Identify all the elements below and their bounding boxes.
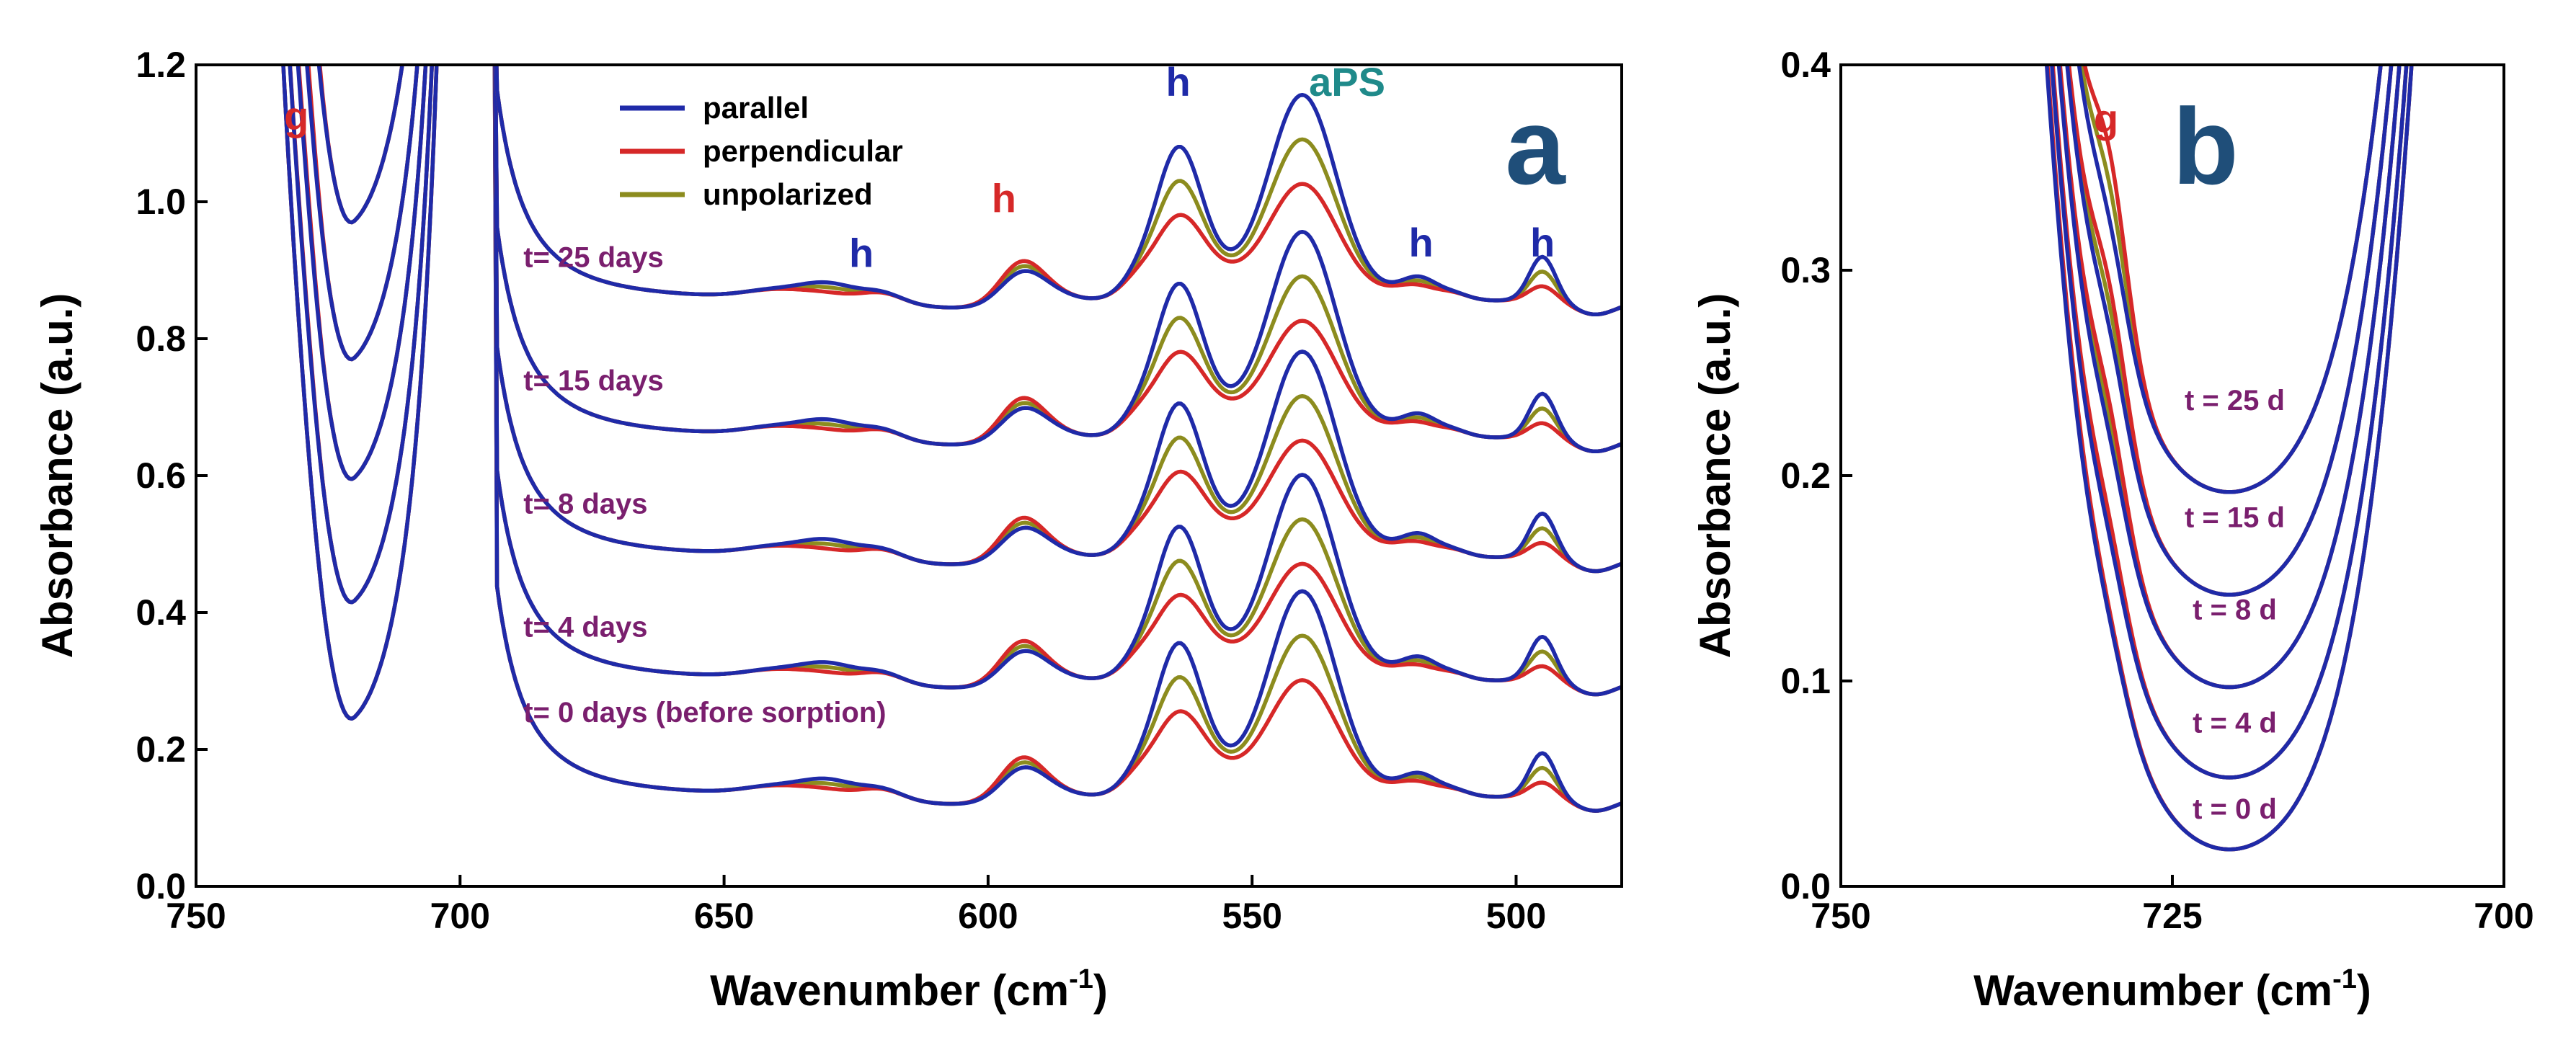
panel-a-series-labels: t= 25 days t= 15 days t= 8 days t= 4 days t=… bbox=[523, 241, 886, 729]
x-tick-label: 600 bbox=[958, 896, 1018, 936]
band-label: h bbox=[1409, 220, 1434, 265]
y-tick-label: 0.2 bbox=[1780, 455, 1831, 496]
x-tick-label: 750 bbox=[166, 896, 226, 936]
spectrum-line-parallel bbox=[281, 65, 1622, 813]
panel-a-chart: 750 700 650 600 550 500 0.0 0.2 0.4 0.6 0.8 1.0 1.2… bbox=[33, 45, 1623, 1015]
panel-a-x-axis-title: Wavenumber (cm-1) bbox=[710, 964, 1108, 1015]
band-label: h bbox=[1166, 59, 1191, 104]
spectrum-line-parallel bbox=[296, 65, 1622, 574]
band-label: aPS bbox=[1309, 59, 1385, 104]
y-tick-label: 0.0 bbox=[136, 866, 186, 907]
panel-b-curves bbox=[2044, 65, 2414, 852]
spectrum-line-parallel bbox=[2065, 65, 2394, 597]
panel-b-x-axis: 750 725 700 bbox=[1811, 875, 2534, 936]
panel-a-letter: a bbox=[1505, 86, 1566, 207]
panel-a-x-axis: 750 700 650 600 550 500 bbox=[166, 875, 1546, 936]
series-label: t = 15 d bbox=[2185, 502, 2285, 533]
x-tick-label: 700 bbox=[430, 896, 490, 936]
y-tick-label: 0.6 bbox=[136, 455, 186, 496]
panel-b-x-axis-title: Wavenumber (cm-1) bbox=[1973, 964, 2371, 1015]
spectrum-line-parallel bbox=[2050, 65, 2409, 780]
band-label: h bbox=[849, 230, 874, 275]
spectrum-line-unpolarized bbox=[281, 65, 1622, 813]
panel-b-y-axis: 0.0 0.1 0.2 0.3 0.4 bbox=[1780, 45, 1852, 907]
legend-label-perpendicular: perpendicular bbox=[703, 134, 903, 168]
panel-a-frame bbox=[195, 63, 1623, 888]
spectrum-line-parallel bbox=[2077, 65, 2383, 494]
x-tick-label: 500 bbox=[1486, 896, 1546, 936]
spectrum-line-unpolarized bbox=[288, 65, 1622, 697]
series-label: t = 25 d bbox=[2185, 385, 2285, 417]
y-tick-label: 0.1 bbox=[1780, 661, 1831, 701]
panel-a-curves bbox=[281, 65, 1622, 813]
band-label: g bbox=[2094, 96, 2118, 141]
x-tick-label: 550 bbox=[1222, 896, 1282, 936]
y-tick-label: 0.0 bbox=[1780, 866, 1831, 907]
panel-a-band-labels: g h h h aPS h h bbox=[284, 59, 1555, 276]
panel-b-letter: b bbox=[2172, 86, 2239, 207]
band-label: h bbox=[992, 175, 1016, 221]
y-tick-label: 0.4 bbox=[136, 592, 186, 633]
spectrum-line-parallel bbox=[2044, 65, 2414, 852]
legend-label-unpolarized: unpolarized bbox=[703, 177, 873, 211]
x-tick-label: 650 bbox=[694, 896, 754, 936]
y-tick-label: 0.2 bbox=[136, 729, 186, 770]
panel-b-band-labels: g bbox=[2094, 96, 2118, 141]
panel-a-y-axis: 0.0 0.2 0.4 0.6 0.8 1.0 1.2 bbox=[136, 45, 208, 907]
y-tick-label: 0.3 bbox=[1780, 250, 1831, 290]
x-tick-label: 725 bbox=[2142, 896, 2202, 936]
panel-a-y-axis-title: Absorbance (a.u.) bbox=[33, 293, 81, 659]
panel-b-series-labels: t = 25 d t = 15 d t = 8 d t = 4 d t = 0 d bbox=[2185, 385, 2285, 825]
x-tick-label: 700 bbox=[2474, 896, 2533, 936]
series-label: t= 15 days bbox=[523, 365, 664, 396]
spectrum-line-perpendicular bbox=[288, 65, 1622, 697]
series-label: t = 8 d bbox=[2193, 595, 2277, 626]
legend-label-parallel: parallel bbox=[703, 91, 809, 125]
x-tick-label: 750 bbox=[1811, 896, 1870, 936]
spectrum-line-parallel bbox=[288, 65, 1622, 697]
panel-b-y-axis-title: Absorbance (a.u.) bbox=[1691, 293, 1739, 659]
spectrum-line-parallel bbox=[316, 65, 1622, 317]
series-label: t= 8 days bbox=[523, 488, 647, 520]
series-label: t= 0 days (before sorption) bbox=[523, 697, 886, 729]
series-label: t = 4 d bbox=[2193, 707, 2277, 739]
spectrum-line-parallel bbox=[305, 65, 1622, 454]
panel-b-chart: 750 725 700 0.0 0.1 0.2 0.3 0.4 Wavenumber (cm… bbox=[1691, 45, 2534, 1015]
spectrum-line-parallel bbox=[2056, 65, 2402, 690]
series-label: t = 0 d bbox=[2193, 793, 2277, 825]
y-tick-label: 0.4 bbox=[1780, 45, 1831, 85]
y-tick-label: 1.0 bbox=[136, 182, 186, 222]
y-tick-label: 1.2 bbox=[136, 45, 186, 85]
panel-a-legend: parallel perpendicular unpolarized bbox=[620, 91, 903, 211]
y-tick-label: 0.8 bbox=[136, 319, 186, 359]
band-label: g bbox=[284, 93, 308, 138]
series-label: t= 25 days bbox=[523, 241, 664, 273]
spectrum-line-perpendicular bbox=[281, 65, 1622, 813]
band-label: h bbox=[1530, 220, 1555, 265]
series-label: t= 4 days bbox=[523, 611, 647, 643]
